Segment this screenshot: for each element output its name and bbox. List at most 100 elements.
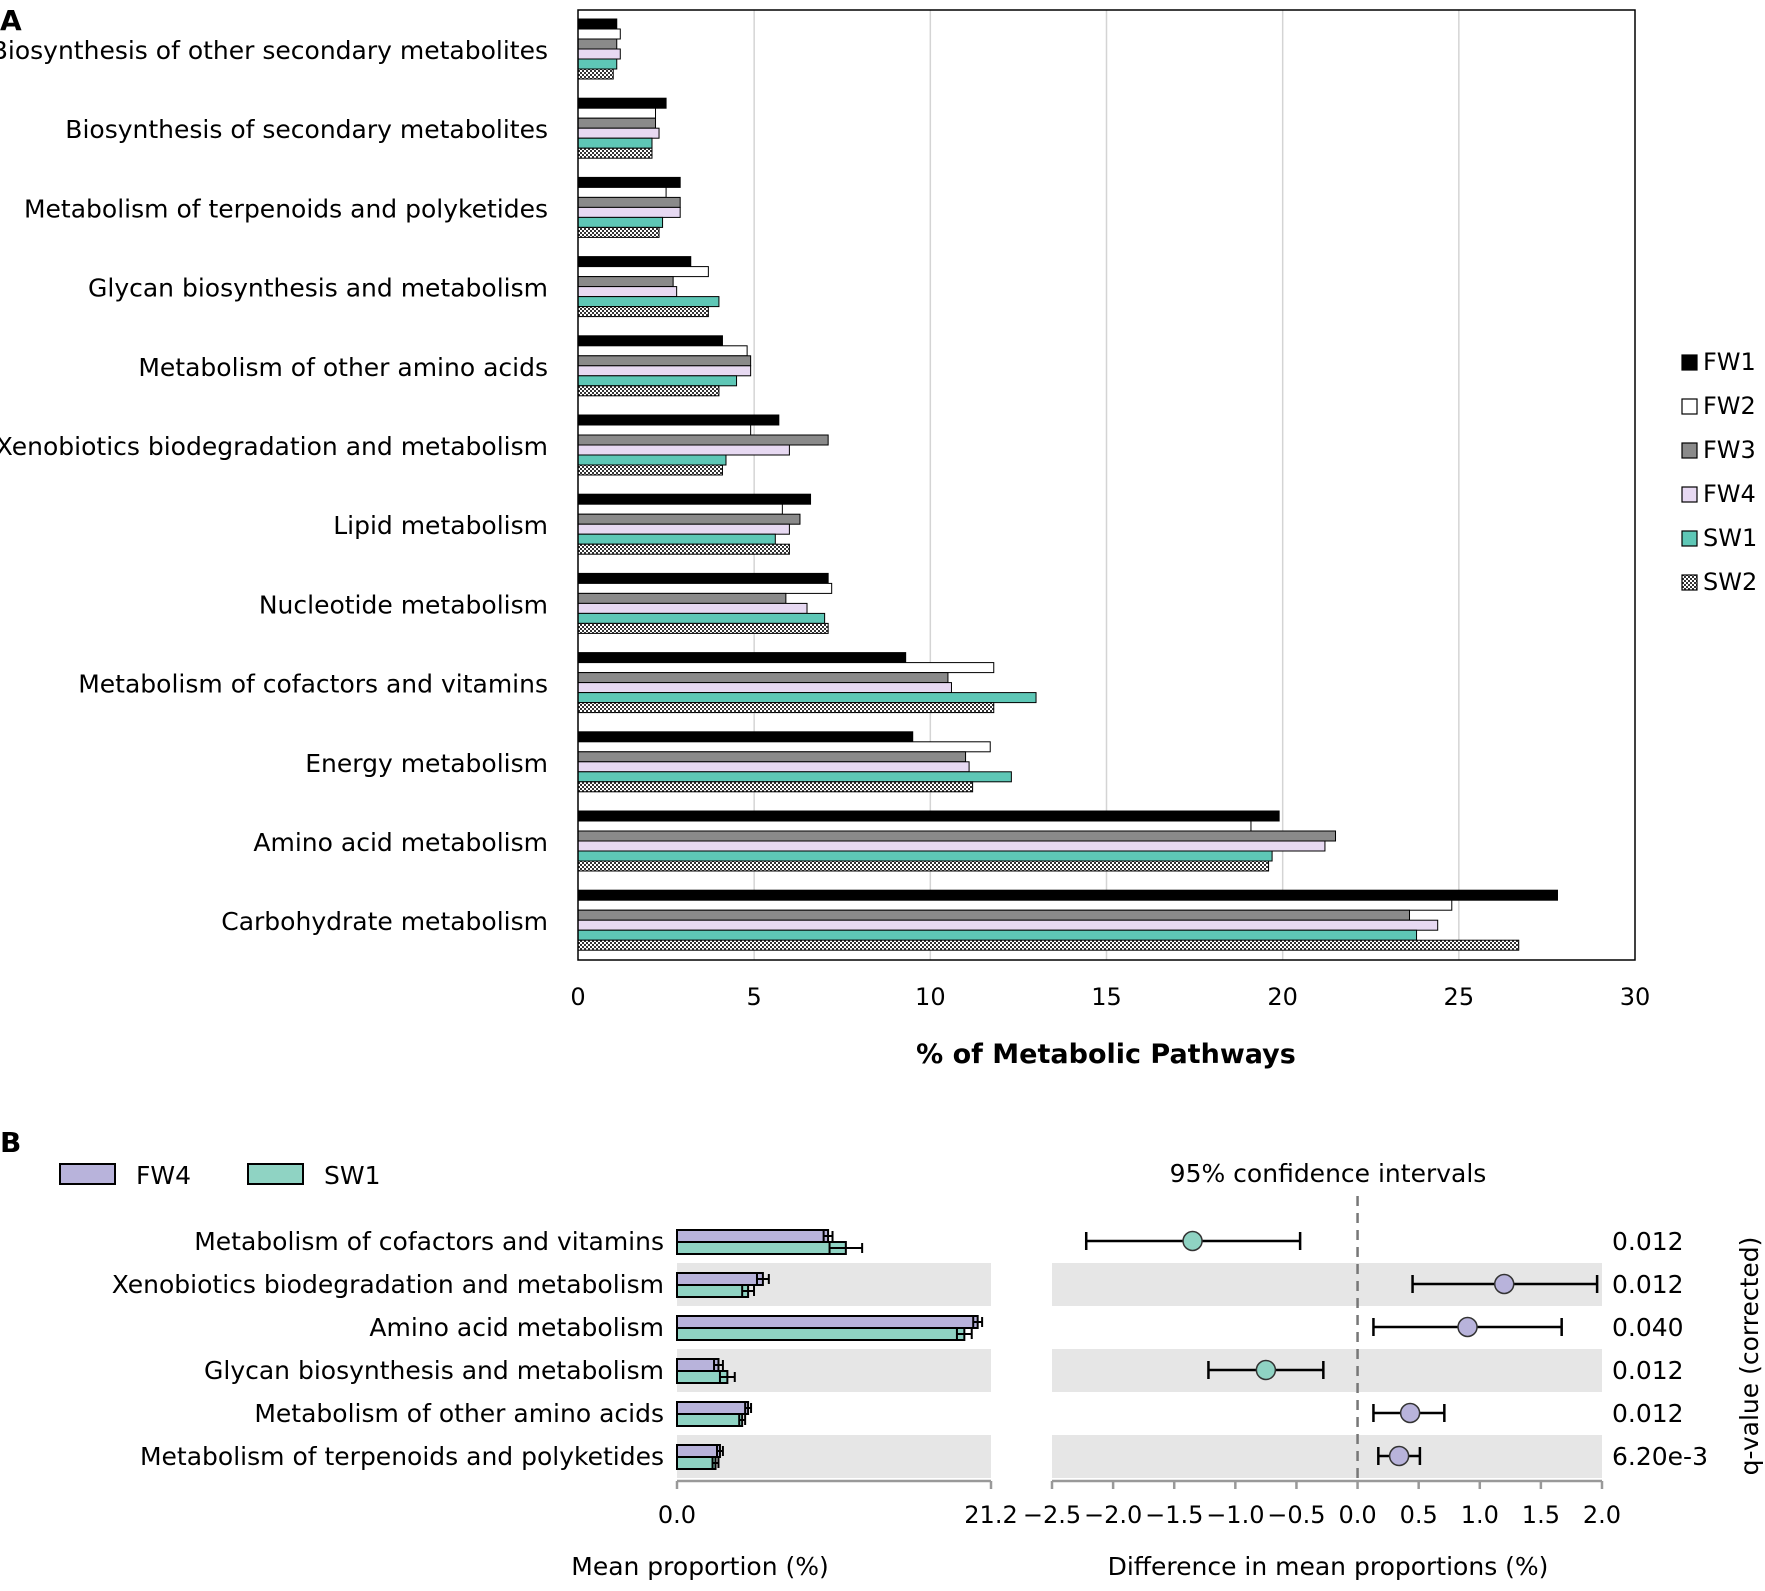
bar-fw3	[577, 592, 787, 604]
bar-fw3	[577, 751, 967, 763]
bar-fw3	[577, 830, 1337, 842]
panel-a-x-axis-title: % of Metabolic Pathways	[916, 1039, 1296, 1070]
panel-a-plot-frame	[577, 9, 1636, 961]
q-value-axis-title: q-value (corrected)	[1735, 1237, 1764, 1476]
row-shade	[1052, 1435, 1602, 1478]
category-label: Metabolism of terpenoids and polyketides	[24, 194, 548, 223]
panel-a-x-tick-labels: 0 5 10 15 20 25 30	[570, 983, 1650, 1011]
q-value: 6.20e-3	[1612, 1442, 1708, 1471]
ci-point-fw4	[1399, 1402, 1421, 1424]
bar-fw4	[577, 206, 681, 218]
mean-bar-fw4	[676, 1272, 764, 1286]
bar-sw2	[577, 939, 1520, 951]
q-value-labels: 0.012 0.012 0.040 0.012 0.012 6.20e-3	[1612, 1227, 1708, 1471]
bar-sw1	[577, 216, 664, 228]
bar-fw1	[577, 572, 829, 584]
row-shade	[677, 1349, 991, 1392]
bar-fw2	[577, 28, 621, 40]
bar-fw1	[577, 176, 681, 188]
bar-sw2	[577, 68, 614, 80]
bar-fw4	[577, 682, 952, 694]
legend-label-sw1: SW1	[324, 1161, 381, 1190]
difference-tick-label: −2.5	[1023, 1501, 1081, 1529]
bar-fw4	[577, 444, 790, 456]
ci-point-sw1	[1255, 1359, 1277, 1381]
category-label: Metabolism of cofactors and vitamins	[78, 670, 548, 699]
bar-sw2	[577, 781, 974, 793]
panel-a-label: A	[0, 4, 22, 37]
mean-proportion-bars	[676, 1229, 984, 1470]
bar-fw1	[577, 493, 812, 505]
category-label: Energy metabolism	[305, 749, 548, 778]
mean-bar-sw1	[676, 1284, 750, 1298]
bar-fw4	[577, 48, 621, 60]
bar-fw4	[577, 840, 1326, 852]
legend-swatch-fw2	[1681, 398, 1698, 415]
panel-a-bars	[577, 18, 1558, 951]
bar-fw1	[577, 810, 1280, 822]
confidence-interval-plot	[1084, 1196, 1599, 1478]
bar-sw1	[577, 137, 653, 149]
difference-axis-title: Difference in mean proportions (%)	[1108, 1552, 1549, 1581]
bar-fw1	[577, 256, 692, 268]
bar-fw4	[577, 127, 660, 139]
bar-fw2	[577, 186, 667, 198]
ci-point-fw4	[1493, 1273, 1515, 1295]
bar-fw3	[577, 117, 657, 129]
panel-b-category-labels: Metabolism of cofactors and vitamins Xeno…	[112, 1227, 664, 1471]
category-label: Biosynthesis of other secondary metaboli…	[0, 36, 548, 65]
bar-fw3	[577, 355, 752, 367]
legend-swatch-fw3	[1681, 442, 1698, 459]
x-tick-label: 5	[747, 983, 762, 1011]
bar-fw3	[577, 672, 949, 684]
bar-sw1	[577, 929, 1418, 941]
mean-proportion-axis-title: Mean proportion (%)	[571, 1552, 829, 1581]
q-value: 0.012	[1612, 1399, 1684, 1428]
panel-b-label: B	[0, 1126, 21, 1159]
mean-bar-sw1	[676, 1413, 744, 1427]
bar-fw2	[577, 899, 1453, 911]
bar-fw1	[577, 414, 780, 426]
bar-sw2	[577, 464, 723, 476]
category-label: Carbohydrate metabolism	[221, 907, 548, 936]
mean-proportion-tick-label: 21.2	[964, 1501, 1017, 1529]
x-tick-label: 30	[1620, 983, 1651, 1011]
category-label: Lipid metabolism	[333, 511, 548, 540]
q-value: 0.012	[1612, 1227, 1684, 1256]
bar-sw2	[577, 147, 653, 159]
x-tick-label: 25	[1444, 983, 1475, 1011]
bar-sw2	[577, 860, 1270, 872]
ci-point-fw4	[1388, 1445, 1410, 1467]
bar-sw1	[577, 533, 776, 545]
bar-sw1	[577, 58, 618, 70]
bar-sw2	[577, 306, 709, 318]
difference-tick-label: −1.5	[1145, 1501, 1203, 1529]
bar-sw2	[577, 385, 720, 397]
confidence-intervals-title: 95% confidence intervals	[1170, 1159, 1487, 1188]
bar-fw4	[577, 919, 1439, 931]
mean-bar-fw4	[676, 1315, 979, 1329]
bar-fw2	[577, 662, 995, 674]
legend-label-fw4: FW4	[136, 1161, 191, 1190]
mean-bar-fw4	[676, 1444, 721, 1458]
q-value: 0.012	[1612, 1356, 1684, 1385]
bar-fw3	[577, 38, 618, 50]
x-tick-label: 0	[570, 983, 585, 1011]
legend-swatch-fw1	[1681, 354, 1698, 371]
legend-label-fw3: FW3	[1703, 436, 1756, 464]
x-tick-label: 20	[1267, 983, 1298, 1011]
legend-label-sw2: SW2	[1703, 568, 1757, 596]
legend-swatch-fw4	[1681, 486, 1698, 503]
difference-tick-label: 2.0	[1583, 1501, 1621, 1529]
difference-tick-label: −1.0	[1206, 1501, 1264, 1529]
bar-fw2	[577, 503, 783, 515]
bar-sw1	[577, 454, 727, 466]
bar-fw1	[577, 18, 618, 30]
bar-sw2	[577, 543, 790, 555]
bar-fw4	[577, 523, 790, 535]
legend-label-fw4: FW4	[1703, 480, 1756, 508]
bar-sw1	[577, 771, 1012, 783]
category-label: Xenobiotics biodegradation and metabolis…	[112, 1270, 664, 1299]
difference-tick-label: 1.0	[1461, 1501, 1499, 1529]
